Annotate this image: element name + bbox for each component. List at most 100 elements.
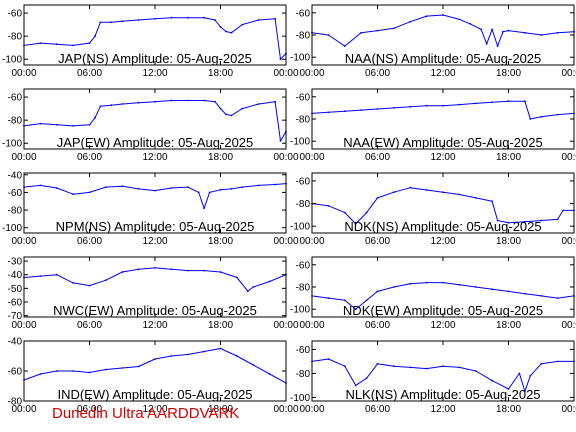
data-point bbox=[94, 116, 96, 119]
data-point bbox=[55, 43, 58, 46]
data-point bbox=[99, 21, 102, 24]
data-point bbox=[409, 105, 412, 108]
x-tick-label: 00:00 bbox=[11, 68, 36, 79]
data-point bbox=[507, 100, 510, 103]
y-tick-label: -100 bbox=[2, 139, 22, 150]
data-point bbox=[524, 31, 526, 34]
data-point bbox=[376, 29, 379, 32]
data-point bbox=[491, 101, 493, 104]
data-point bbox=[170, 355, 173, 357]
data-point bbox=[540, 219, 543, 222]
data-point bbox=[225, 30, 227, 33]
x-tick-label: 06:00 bbox=[77, 404, 102, 415]
x-tick-label: 06:00 bbox=[365, 320, 390, 331]
x-tick-label: 00:00 bbox=[273, 320, 298, 331]
x-tick-label: 00:00 bbox=[561, 320, 576, 331]
data-point bbox=[257, 184, 260, 187]
data-point bbox=[88, 284, 91, 287]
data-point bbox=[55, 123, 58, 126]
data-point bbox=[39, 42, 42, 44]
data-point bbox=[268, 280, 271, 283]
panel-title: NAA(EW) Amplitude: 05-Aug-2025 bbox=[343, 135, 542, 150]
data-point bbox=[556, 218, 559, 221]
y-tick-label: -100 bbox=[2, 55, 22, 66]
panel-npm-ns: -100 -80 -60 -40 00:00 06:00 12:00 18:00 00:00 NP… bbox=[2, 170, 299, 247]
panel-naa-ns: -100 -80 -60 00:00 06:00 12:00 18:00 00:00 NAA(N… bbox=[290, 4, 576, 79]
data-point bbox=[540, 295, 543, 297]
data-point bbox=[529, 118, 532, 120]
y-tick-label: -60 bbox=[8, 9, 23, 20]
data-point bbox=[186, 269, 189, 272]
panel-jap-ns: -100 -80 -60 00:00 06:00 12:00 18:00 00:00 JAP(N… bbox=[2, 4, 299, 79]
data-point bbox=[458, 103, 461, 106]
data-point bbox=[491, 288, 493, 291]
data-point bbox=[540, 362, 543, 365]
series-line-nlk-ns bbox=[311, 358, 574, 392]
y-tick-label: -60 bbox=[296, 260, 311, 271]
y-tick-label: -80 bbox=[296, 31, 311, 42]
series-line-naa-ew bbox=[311, 100, 575, 120]
y-tick-label: -60 bbox=[8, 367, 23, 378]
data-point bbox=[376, 197, 379, 199]
data-point bbox=[425, 15, 428, 17]
data-point bbox=[88, 123, 91, 126]
x-tick-label: 00:00 bbox=[273, 68, 298, 79]
panel-title: NDK(NS) Amplitude: 05-Aug-2025 bbox=[344, 219, 541, 234]
y-tick-label: -60 bbox=[296, 92, 311, 103]
data-point bbox=[409, 20, 412, 23]
x-tick-label: 18:00 bbox=[496, 152, 521, 163]
data-point bbox=[219, 347, 222, 350]
series-line-ind-ew bbox=[23, 348, 287, 384]
data-point bbox=[442, 104, 444, 107]
data-point bbox=[203, 350, 206, 353]
x-tick-label: 18:00 bbox=[496, 68, 521, 79]
y-tick-label: -60 bbox=[296, 8, 311, 19]
panel-title: NWC(EW) Amplitude: 05-Aug-2025 bbox=[53, 303, 257, 318]
data-point bbox=[360, 31, 362, 34]
data-point bbox=[393, 365, 395, 368]
panel-ind-ew: -80 -60 -40 00:00 06:00 12:00 18:00 00:00 IND(EW… bbox=[8, 337, 299, 416]
data-point bbox=[72, 44, 74, 47]
data-point bbox=[72, 125, 74, 127]
x-tick-label: 00:00 bbox=[561, 404, 576, 415]
data-point bbox=[72, 282, 74, 284]
x-tick-label: 00:00 bbox=[299, 152, 324, 163]
y-tick-label: -80 bbox=[296, 283, 311, 294]
x-tick-label: 18:00 bbox=[208, 320, 233, 331]
x-tick-label: 06:00 bbox=[77, 320, 102, 331]
data-point bbox=[154, 17, 156, 20]
data-point bbox=[110, 21, 113, 24]
data-point bbox=[327, 111, 330, 114]
data-point bbox=[94, 35, 96, 38]
data-point bbox=[458, 193, 461, 196]
data-point bbox=[502, 30, 504, 33]
data-point bbox=[556, 113, 559, 116]
x-tick-label: 12:00 bbox=[142, 152, 167, 163]
y-tick-label: -80 bbox=[8, 397, 23, 408]
data-point bbox=[354, 384, 357, 387]
data-point bbox=[485, 43, 488, 45]
data-point bbox=[230, 114, 233, 117]
x-tick-label: 00:00 bbox=[11, 236, 36, 247]
panel-nwc-ew: -70 -60 -50 -40 -30 00:00 06:00 12:00 18:00 00:00… bbox=[8, 256, 299, 331]
data-point bbox=[186, 186, 189, 189]
panel-title: JAP(EW) Amplitude: 05-Aug-2025 bbox=[57, 135, 254, 150]
data-point bbox=[562, 209, 564, 212]
x-tick-label: 12:00 bbox=[430, 68, 455, 79]
panel-naa-ew: -100 -80 -60 00:00 06:00 12:00 18:00 00:00 NAA(E… bbox=[290, 88, 576, 163]
data-point bbox=[170, 268, 173, 271]
x-tick-label: 06:00 bbox=[365, 68, 390, 79]
data-point bbox=[507, 221, 510, 224]
y-tick-label: -100 bbox=[290, 393, 310, 404]
data-point bbox=[556, 31, 559, 34]
data-point bbox=[496, 219, 499, 222]
data-point bbox=[529, 374, 532, 377]
panel-ndk-ns: -100 -80 -60 00:00 06:00 12:00 18:00 00:00 NDK(N… bbox=[290, 172, 576, 247]
y-tick-label: -100 bbox=[290, 137, 310, 148]
x-tick-label: 06:00 bbox=[77, 236, 102, 247]
data-point bbox=[556, 360, 559, 363]
x-tick-label: 12:00 bbox=[142, 236, 167, 247]
data-point bbox=[121, 185, 124, 188]
data-point bbox=[480, 28, 483, 31]
data-point bbox=[343, 110, 346, 113]
